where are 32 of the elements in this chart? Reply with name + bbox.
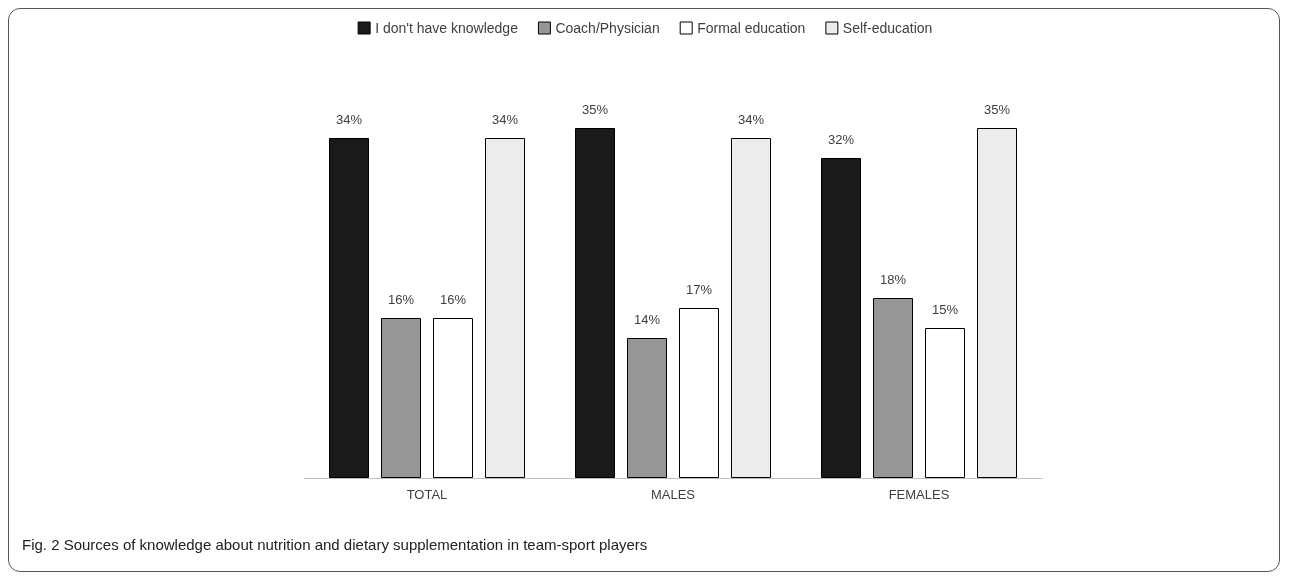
x-tick-label: MALES bbox=[650, 487, 696, 502]
data-label: 35% bbox=[983, 102, 1011, 117]
data-label: 35% bbox=[581, 102, 609, 117]
bar bbox=[925, 328, 965, 478]
data-label: 14% bbox=[633, 312, 661, 327]
data-label: 34% bbox=[491, 112, 519, 127]
legend-label: Formal education bbox=[697, 20, 806, 36]
data-label: 32% bbox=[827, 132, 855, 147]
legend-label: Self-education bbox=[842, 20, 933, 36]
bar bbox=[433, 318, 473, 478]
data-label: 34% bbox=[335, 112, 363, 127]
bar bbox=[627, 338, 667, 478]
bar bbox=[329, 138, 369, 478]
bar bbox=[821, 158, 861, 478]
data-label: 16% bbox=[387, 292, 415, 307]
bar bbox=[977, 128, 1017, 478]
bar bbox=[485, 138, 525, 478]
bar bbox=[381, 318, 421, 478]
data-label: 16% bbox=[439, 292, 467, 307]
caption: Fig. 2 Sources of knowledge about nutrition and dietary supplementation in team-sport players bbox=[22, 536, 648, 553]
bar bbox=[679, 308, 719, 478]
data-label: 18% bbox=[879, 272, 907, 287]
legend-label: I don't have knowledge bbox=[375, 20, 519, 36]
x-tick-label: FEMALES bbox=[888, 487, 950, 502]
x-tick-label: TOTAL bbox=[406, 487, 448, 502]
data-label: 15% bbox=[931, 302, 959, 317]
bar bbox=[873, 298, 913, 478]
legend-label: Coach/Physician bbox=[555, 20, 660, 36]
bar bbox=[575, 128, 615, 478]
data-label: 34% bbox=[737, 112, 765, 127]
data-label: 17% bbox=[685, 282, 713, 297]
bar bbox=[731, 138, 771, 478]
